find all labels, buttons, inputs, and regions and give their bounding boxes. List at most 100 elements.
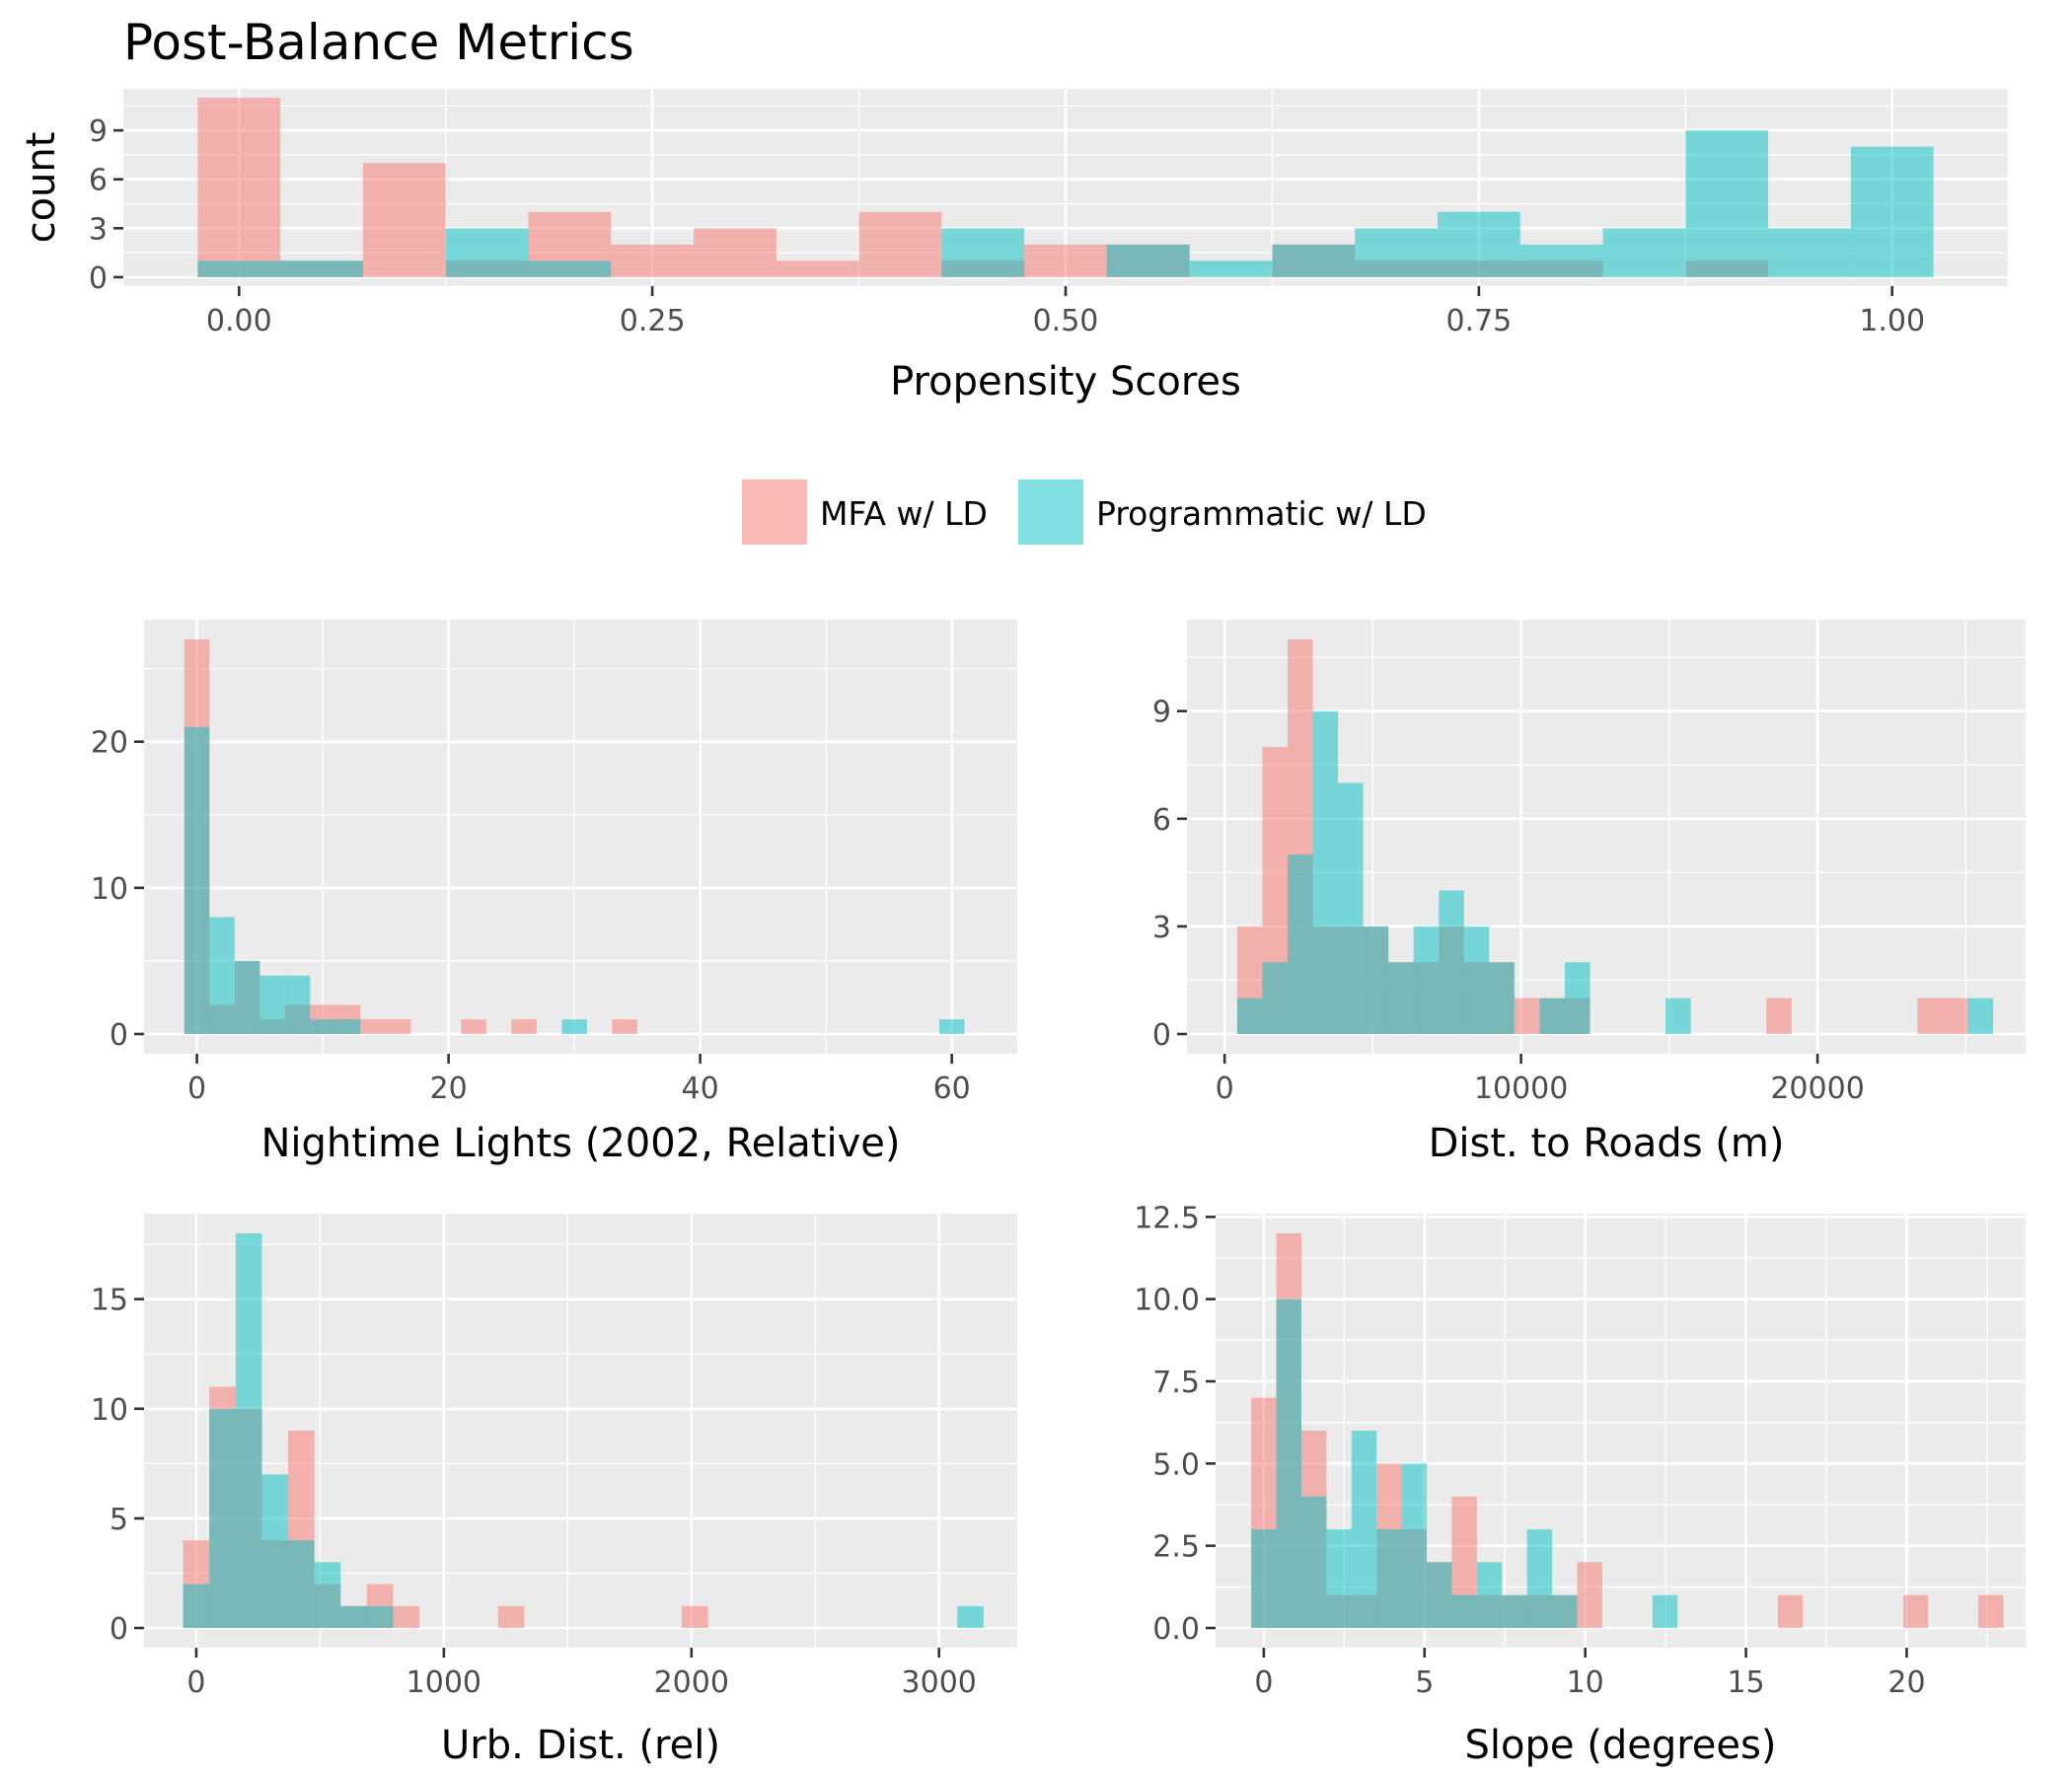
histogram-bar xyxy=(1777,1594,1804,1628)
histogram-bar xyxy=(340,1605,367,1628)
histogram-bar xyxy=(1652,1594,1678,1628)
histogram-bar xyxy=(1476,1562,1503,1628)
x-tick-label: 0.50 xyxy=(1033,304,1099,338)
histogram-bar xyxy=(1312,710,1339,1034)
histogram-bar xyxy=(1514,998,1540,1034)
x-tick-label: 60 xyxy=(933,1072,971,1106)
series-programmatic xyxy=(184,726,965,1034)
histogram-bar xyxy=(1388,962,1414,1034)
histogram-bar xyxy=(1978,1594,2004,1628)
histogram-bar xyxy=(1685,130,1769,277)
y-tick-label: 0 xyxy=(110,1612,128,1647)
x-tick-label: 0 xyxy=(187,1072,206,1106)
x-tick-label: 1000 xyxy=(407,1665,481,1700)
y-tick-label: 5 xyxy=(110,1503,128,1537)
histogram-bar xyxy=(1917,998,1944,1034)
histogram-bar xyxy=(611,244,695,277)
series-programmatic xyxy=(197,130,1934,277)
y-tick-label: 12.5 xyxy=(1134,1201,1200,1235)
histogram-bar xyxy=(183,1584,210,1628)
histogram-bar xyxy=(497,1605,525,1628)
histogram-bar xyxy=(334,1019,361,1034)
legend-label-programmatic: Programmatic w/ LD xyxy=(1096,494,1427,533)
histogram-bar xyxy=(1451,1594,1477,1628)
panel-slope: 0 5 10 15 20 0.0 2.5 5.0 7.5 10.0 12.5 Slope (degre… xyxy=(1134,1201,2026,1768)
histogram-bar xyxy=(1427,1562,1452,1628)
series-programmatic xyxy=(1236,710,1994,1034)
histogram-bar xyxy=(776,260,859,277)
histogram-bar xyxy=(184,726,210,1034)
histogram-bar xyxy=(1262,962,1289,1034)
histogram-bar xyxy=(1768,228,1851,277)
histogram-bar xyxy=(1463,925,1490,1034)
y-tick-label: 10 xyxy=(91,1393,128,1428)
x-tick-label: 3000 xyxy=(902,1665,977,1700)
y-tick-label: 15 xyxy=(91,1284,128,1318)
histogram-bar xyxy=(284,975,311,1034)
histogram-bar xyxy=(1288,854,1313,1034)
x-tick-label: 40 xyxy=(682,1072,719,1106)
histogram-bar xyxy=(1276,1298,1301,1628)
series-programmatic xyxy=(1251,1298,1678,1628)
x-axis-title: Urb. Dist. (rel) xyxy=(441,1723,720,1768)
y-tick-label: 10 xyxy=(91,872,128,907)
legend: MFA w/ LD Programmatic w/ LD xyxy=(742,480,1427,545)
panel-urbdist: 0 1000 2000 3000 0 5 10 15 Urb. Dist. (rel) xyxy=(91,1214,1017,1768)
y-tick-label: 9 xyxy=(1152,696,1171,730)
x-tick-label: 20 xyxy=(430,1072,468,1106)
y-tick-label: 10.0 xyxy=(1134,1284,1200,1318)
histogram-bar xyxy=(1338,782,1364,1034)
y-tick-label: 3 xyxy=(1152,911,1171,945)
panel-nightlights: 0 20 40 60 0 10 20 Nightime Lights (2002, Relat… xyxy=(91,620,1017,1166)
histogram-bar xyxy=(310,1019,335,1034)
histogram-bar xyxy=(1665,998,1691,1034)
histogram-bar xyxy=(1189,260,1273,277)
histogram-bar xyxy=(288,1540,315,1628)
histogram-bar xyxy=(360,1019,386,1034)
y-axis-title: count xyxy=(19,132,64,244)
histogram-bar xyxy=(1401,1463,1428,1628)
histogram-bar xyxy=(362,163,446,277)
histogram-bar xyxy=(1552,1594,1578,1628)
x-axis-title: Nightime Lights (2002, Relative) xyxy=(261,1121,901,1166)
histogram-bar xyxy=(445,228,529,277)
x-axis-title: Dist. to Roads (m) xyxy=(1429,1121,1785,1166)
x-tick-label: 0 xyxy=(186,1665,205,1700)
histogram-bar xyxy=(957,1605,984,1628)
histogram-bar xyxy=(694,228,777,277)
histogram-bar xyxy=(1967,998,1994,1034)
histogram-bar xyxy=(1526,1529,1553,1628)
x-tick-label: 10000 xyxy=(1474,1072,1568,1106)
histogram-bar xyxy=(1519,244,1603,277)
histogram-bar xyxy=(612,1019,637,1034)
histogram-bar xyxy=(858,211,942,277)
histogram-bar xyxy=(1437,211,1520,277)
histogram-bar xyxy=(1300,1496,1327,1628)
histogram-bar xyxy=(1106,244,1190,277)
y-tick-label: 20 xyxy=(91,726,128,761)
histogram-bar xyxy=(561,1019,587,1034)
histogram-bar xyxy=(1850,146,1934,277)
histogram-bar xyxy=(1236,998,1263,1034)
y-tick-label: 3 xyxy=(89,212,108,247)
y-tick-label: 9 xyxy=(89,114,108,149)
histogram-bar xyxy=(1489,962,1515,1034)
histogram-bar xyxy=(234,960,260,1034)
y-tick-label: 2.5 xyxy=(1152,1530,1200,1565)
x-tick-label: 5 xyxy=(1415,1665,1434,1700)
histogram-bar xyxy=(1251,1529,1277,1628)
y-tick-label: 7.5 xyxy=(1152,1366,1200,1400)
y-tick-label: 0 xyxy=(1152,1018,1171,1053)
x-axis-title: Slope (degrees) xyxy=(1465,1723,1777,1768)
histogram-bar xyxy=(1502,1594,1527,1628)
x-tick-label: 0.25 xyxy=(620,304,686,338)
histogram-bar xyxy=(1766,998,1792,1034)
histogram-bar xyxy=(528,260,612,277)
histogram-bar xyxy=(461,1019,486,1034)
histogram-bar xyxy=(385,1019,411,1034)
histogram-bar xyxy=(1577,1562,1602,1628)
histogram-bar xyxy=(1326,1529,1352,1628)
histogram-bar xyxy=(1363,925,1389,1034)
histogram-bar xyxy=(1351,1431,1377,1628)
